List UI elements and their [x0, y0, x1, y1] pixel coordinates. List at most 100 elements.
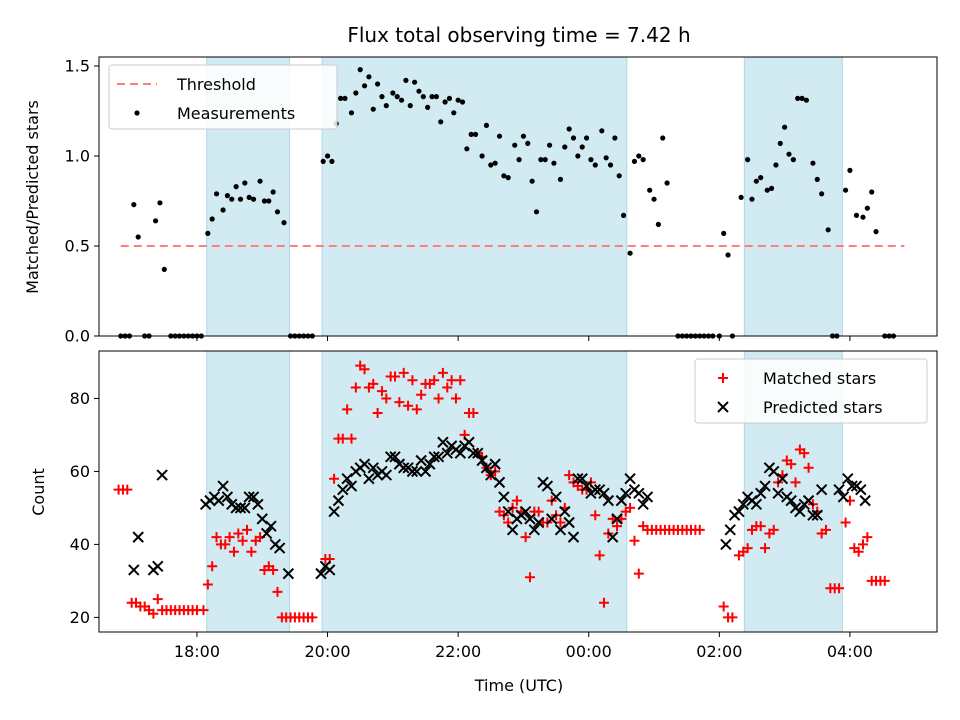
measurement-point	[529, 178, 535, 184]
matched-star-marker	[564, 470, 575, 481]
measurement-point	[546, 142, 553, 148]
predicted-star-marker	[815, 483, 828, 496]
measurement-point	[599, 128, 605, 134]
predicted-star-marker	[837, 491, 850, 503]
legend-box	[694, 358, 928, 424]
measurement-point	[250, 196, 257, 202]
matched-star-marker	[879, 575, 890, 586]
predicted-star-marker	[563, 516, 575, 529]
measurement-point	[329, 158, 335, 164]
matched-star-marker	[329, 473, 340, 484]
measurement-point	[764, 187, 770, 193]
matched-star-marker	[390, 371, 401, 382]
measurement-point	[320, 158, 326, 164]
predicted-star-marker	[506, 524, 519, 536]
y-tick-label: 0.0	[65, 327, 90, 346]
predicted-star-marker	[398, 462, 410, 474]
measurement-point	[483, 122, 490, 128]
measurement-point	[860, 214, 866, 220]
matched-star-marker	[803, 462, 814, 473]
measurement-point	[451, 110, 457, 116]
predicted-star-marker	[602, 494, 615, 507]
matched-star-marker	[862, 532, 873, 543]
y-tick-label: 1.5	[65, 57, 90, 76]
matched-star-marker	[228, 546, 239, 557]
predicted-star-marker	[315, 567, 327, 580]
measurement-point	[557, 176, 564, 182]
matched-star-marker	[416, 389, 427, 400]
measurement-point	[412, 79, 418, 85]
predicted-star-marker	[620, 487, 632, 500]
predicted-star-marker	[411, 465, 423, 478]
matched-star-marker	[694, 524, 705, 535]
matched-star-marker	[202, 579, 213, 590]
measurement-point	[869, 189, 875, 195]
measurement-point	[636, 153, 642, 159]
measurement-point	[468, 131, 474, 137]
matched-star-marker	[760, 543, 771, 554]
x-tick-label: 18:00	[174, 642, 220, 661]
matched-star-marker	[233, 528, 244, 539]
measurement-point	[570, 135, 577, 141]
predicted-star-marker	[265, 520, 277, 532]
measurement-point	[324, 153, 331, 159]
measurement-point	[847, 167, 853, 173]
legend-matched-swatch	[718, 373, 728, 383]
measurement-point	[220, 207, 226, 213]
measurement-point	[420, 94, 426, 100]
y-tick-label: 60	[70, 462, 90, 481]
matched-star-marker	[727, 612, 738, 623]
matched-star-marker	[524, 572, 535, 583]
matched-star-marker	[468, 408, 479, 419]
legend-measurement-swatch	[134, 110, 140, 116]
measurement-point	[205, 230, 211, 236]
predicted-star-marker	[332, 494, 345, 507]
matched-star-marker	[820, 524, 831, 535]
measurement-point	[274, 209, 281, 215]
y-tick-label: 1.0	[65, 147, 90, 166]
predicted-star-marker	[519, 505, 532, 518]
matched-star-marker	[718, 601, 729, 612]
measurement-point	[407, 103, 413, 109]
predicted-star-marker	[380, 469, 393, 481]
measurement-point	[257, 178, 263, 184]
predicted-star-marker	[811, 509, 823, 521]
matched-star-marker	[442, 382, 453, 393]
matched-star-marker	[857, 539, 868, 550]
measurement-point	[533, 209, 540, 215]
measurement-point	[810, 160, 816, 166]
matched-star-marker	[381, 393, 392, 404]
measurement-point	[786, 151, 792, 157]
measurement-point	[416, 88, 422, 94]
measurement-point	[799, 95, 805, 101]
measurement-point	[472, 131, 479, 137]
measurement-point	[398, 97, 405, 103]
measurement-point	[627, 250, 633, 256]
matched-star-marker	[755, 521, 766, 532]
predicted-star-marker	[463, 436, 475, 448]
measurement-point	[566, 126, 572, 132]
matched-star-marker	[429, 375, 440, 386]
matched-star-marker	[834, 583, 845, 594]
measurement-point	[803, 97, 810, 103]
matched-star-marker	[598, 597, 609, 608]
matched-star-marker	[594, 550, 605, 561]
measurement-point	[607, 162, 614, 168]
x-axis-label: Time (UTC)	[474, 676, 563, 695]
matched-star-marker	[368, 378, 379, 389]
measurement-point	[660, 135, 666, 141]
matched-star-marker	[346, 433, 357, 444]
x-tick-label: 02:00	[696, 642, 742, 661]
top-y-axis-label: Matched/Predicted stars	[23, 100, 42, 294]
measurement-point	[864, 205, 870, 211]
predicted-star-marker	[776, 473, 789, 485]
matched-star-marker	[768, 524, 779, 535]
measurement-point	[479, 153, 485, 159]
measurement-point	[357, 67, 363, 73]
matched-star-marker	[407, 375, 418, 386]
matched-star-marker	[437, 367, 448, 378]
predicted-star-marker	[737, 498, 749, 510]
measurement-point	[768, 185, 775, 191]
axes-frame	[98, 56, 938, 337]
predicted-star-marker	[833, 483, 845, 496]
